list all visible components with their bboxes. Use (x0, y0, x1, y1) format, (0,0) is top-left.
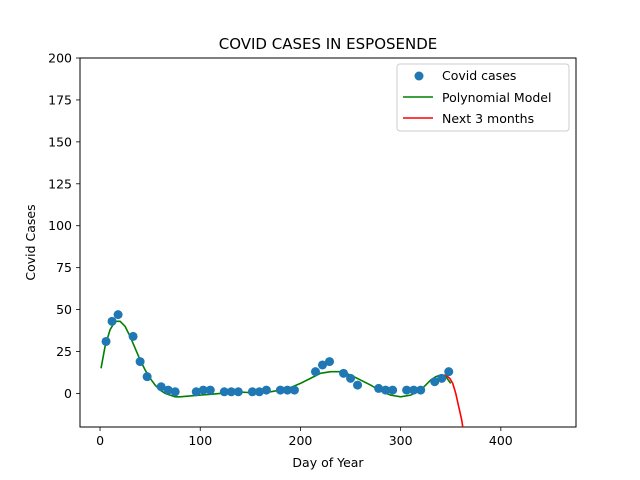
data-point (113, 310, 123, 320)
data-point (205, 385, 215, 395)
x-tick-label: 300 (389, 433, 413, 448)
y-tick-label: 25 (56, 344, 72, 359)
legend-label-next-3-months: Next 3 months (442, 111, 534, 126)
data-point (416, 385, 426, 395)
data-point (346, 373, 356, 383)
chart-title: COVID CASES IN ESPOSENDE (219, 35, 438, 53)
series-layer (100, 310, 464, 427)
data-point (339, 368, 349, 378)
x-axis-label: Day of Year (292, 455, 364, 470)
legend-marker-covid-cases (414, 71, 424, 81)
data-point (142, 372, 152, 382)
data-point (430, 377, 440, 387)
x-tick-label: 200 (289, 433, 313, 448)
data-point (191, 387, 201, 397)
data-point (353, 380, 363, 390)
data-point (128, 331, 138, 341)
data-point (310, 367, 320, 377)
data-point (226, 387, 236, 397)
ticks-layer: 0 100 200 300 400 0 25 50 75 100 125 150 175 200 (48, 51, 513, 449)
data-point (219, 387, 229, 397)
data-point (247, 387, 257, 397)
data-point (437, 373, 447, 383)
y-tick-label: 100 (48, 218, 72, 233)
data-point (135, 357, 145, 367)
x-tick-label: 0 (96, 433, 104, 448)
y-tick-label: 125 (48, 176, 72, 191)
data-point (409, 385, 419, 395)
data-point (402, 385, 412, 395)
data-point (374, 383, 384, 393)
y-tick-label: 50 (56, 302, 72, 317)
data-point (101, 336, 111, 346)
legend-box (396, 63, 570, 132)
data-point (198, 385, 208, 395)
data-point (275, 385, 285, 395)
data-point (163, 385, 173, 395)
legend: Covid cases Polynomial Model Next 3 mont… (396, 63, 570, 132)
data-point (156, 382, 166, 392)
data-point (317, 360, 327, 370)
data-point (444, 367, 454, 377)
legend-label-polynomial-model: Polynomial Model (442, 90, 551, 105)
y-tick-label: 150 (48, 134, 72, 149)
data-point (254, 387, 264, 397)
y-tick-label: 200 (48, 51, 72, 66)
data-point (325, 357, 335, 367)
data-point (381, 385, 391, 395)
y-tick-label: 75 (56, 260, 72, 275)
data-point (388, 385, 398, 395)
data-point (289, 385, 299, 395)
data-point (233, 387, 243, 397)
data-point (261, 385, 271, 395)
data-point (282, 385, 292, 395)
y-axis-label: Covid Cases (23, 204, 38, 280)
legend-label-covid-cases: Covid cases (442, 68, 516, 83)
x-tick-label: 100 (188, 433, 212, 448)
data-point (107, 316, 117, 326)
x-tick-label: 400 (489, 433, 513, 448)
y-tick-label: 175 (48, 92, 72, 107)
y-tick-label: 0 (64, 386, 72, 401)
series-line-next-3-months (443, 374, 464, 427)
data-point (170, 387, 180, 397)
